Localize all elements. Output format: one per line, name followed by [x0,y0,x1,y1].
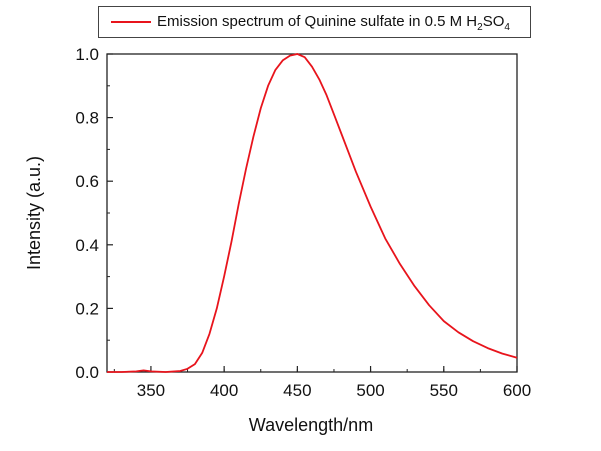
x-tick-label: 600 [503,381,531,400]
y-tick-label: 0.4 [75,236,99,255]
series-group [107,53,518,373]
y-tick-label: 1.0 [75,45,99,64]
legend-label: Emission spectrum of Quinine sulfate in … [157,13,510,33]
legend: Emission spectrum of Quinine sulfate in … [98,6,531,38]
x-tick-label: 550 [430,381,458,400]
legend-line-swatch [111,21,151,23]
plot-frame [106,53,518,373]
legend-label-main: Emission spectrum of Quinine sulfate in … [157,13,478,30]
axes-group: 350 400 450 500 550 600 0.0 0.2 0.4 0.6 0.8 1.0 [75,45,531,400]
x-tick-label: 350 [137,381,165,400]
y-tick-label: 0.6 [75,172,99,191]
legend-sub-4: 4 [504,22,510,33]
y-tick-label: 0.8 [75,109,99,128]
y-tick-label: 0.2 [75,299,99,318]
series-line-0 [107,53,518,373]
x-tick-label: 450 [283,381,311,400]
y-tick-label: 0.0 [75,363,99,382]
legend-sub-2: 2 [477,22,483,33]
x-tick-label: 500 [356,381,384,400]
x-axis-label: Wavelength/nm [249,415,373,435]
x-tick-label: 400 [210,381,238,400]
y-axis-label: Intensity (a.u.) [24,156,44,270]
legend-label-mid: SO [482,13,505,30]
